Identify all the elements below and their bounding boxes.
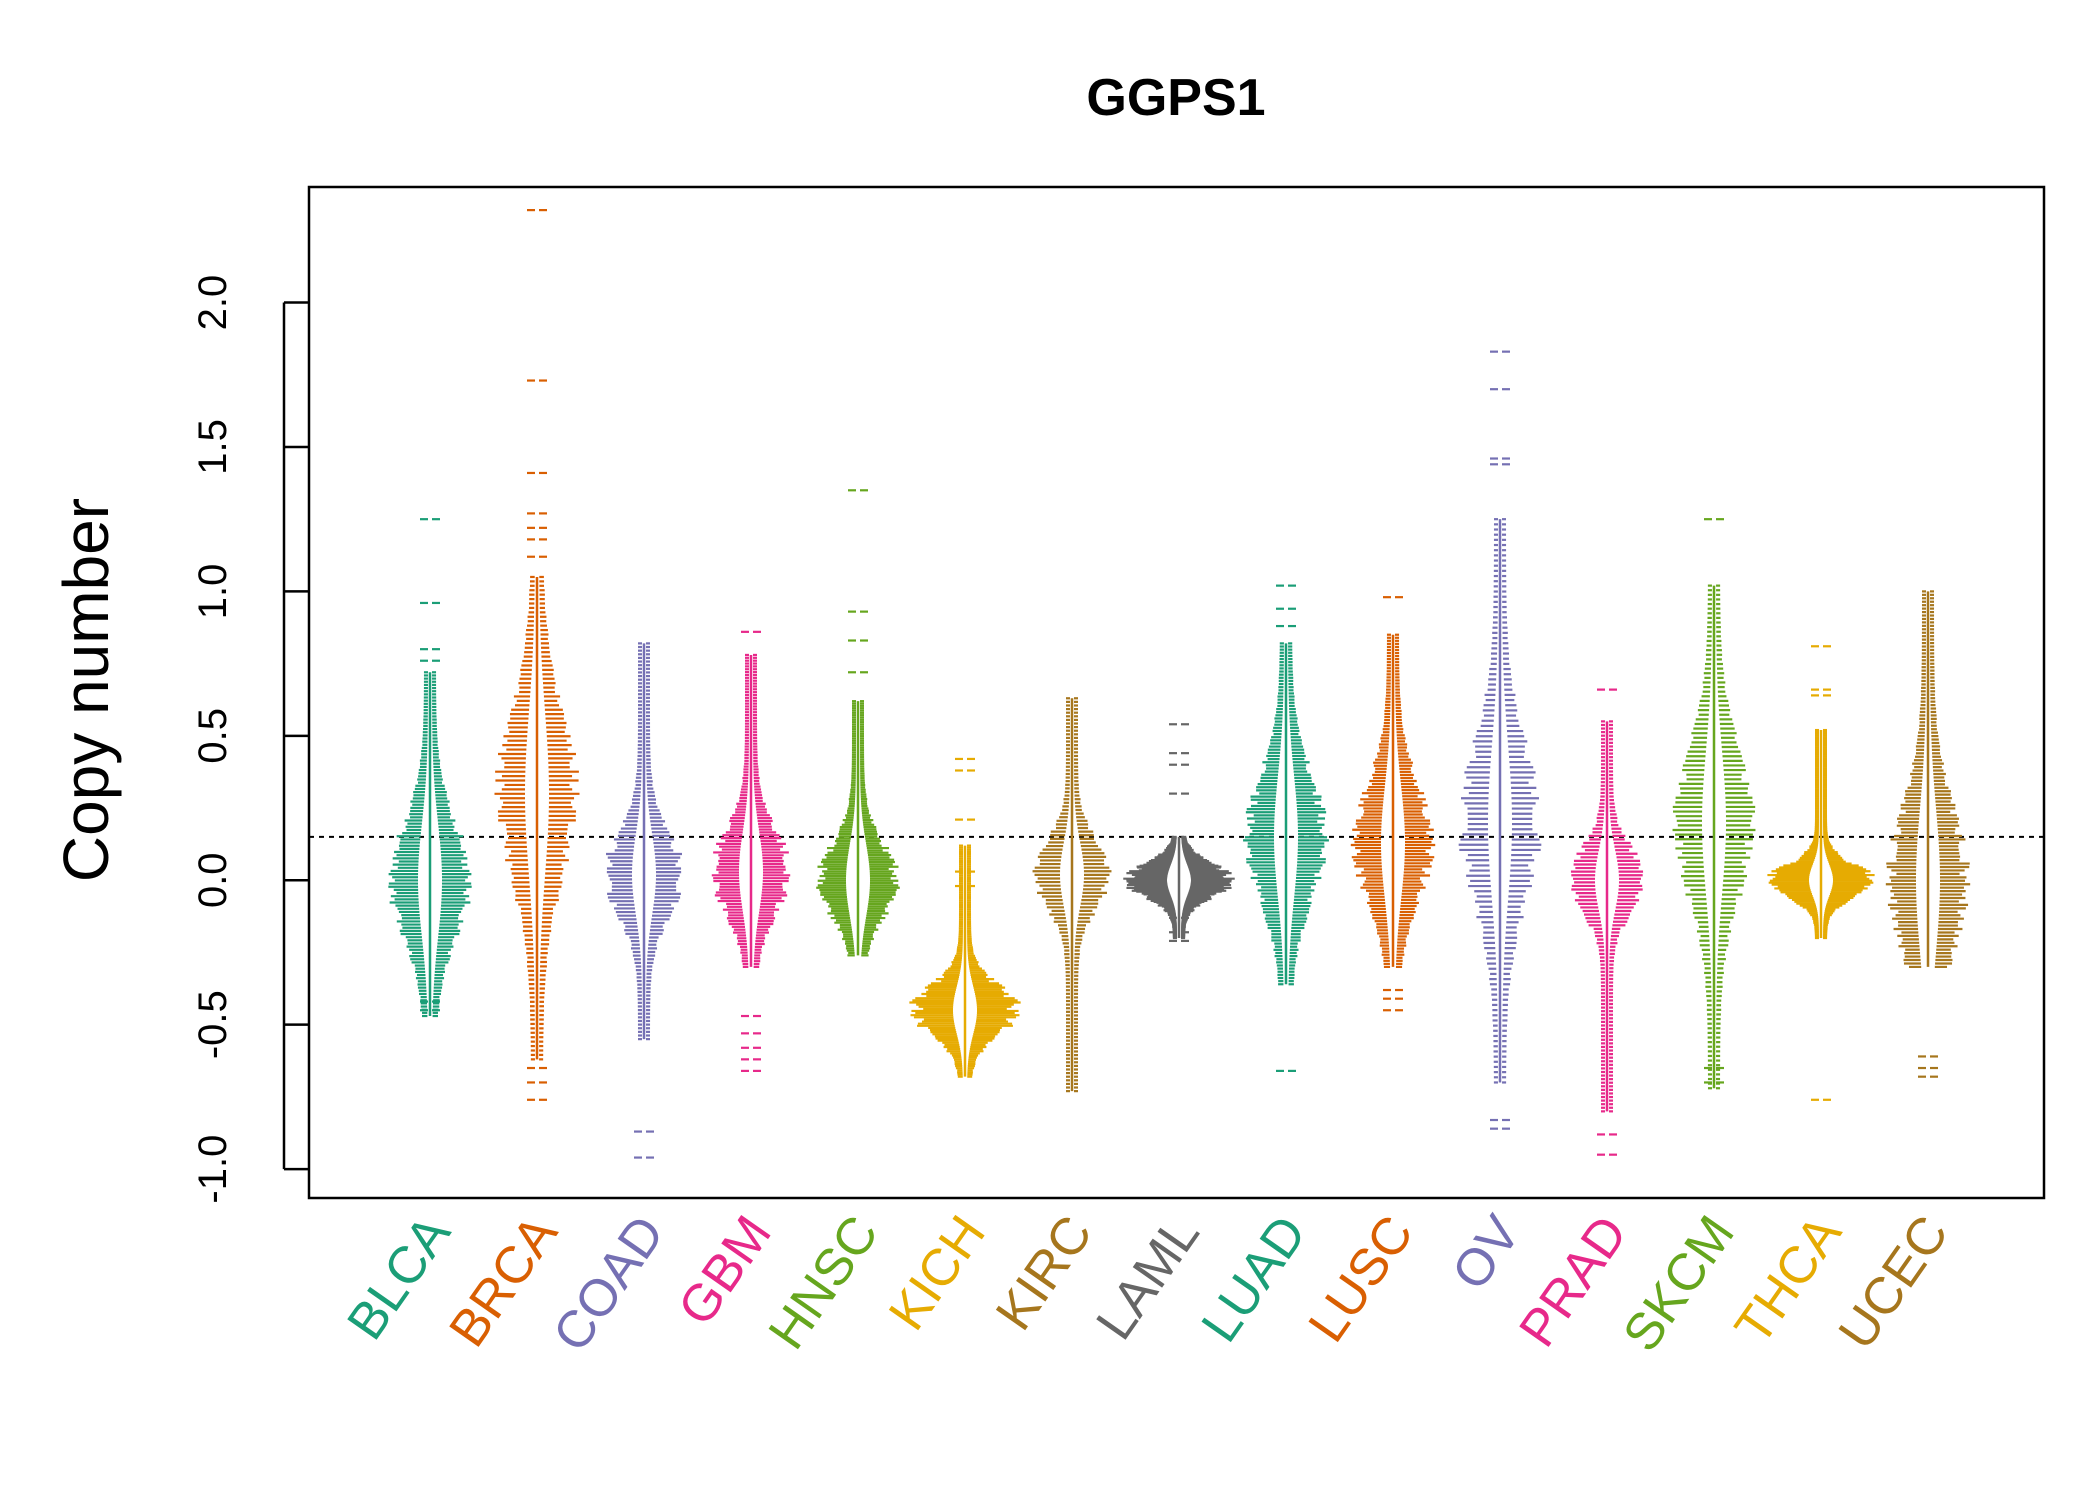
x-tick-label-laml: LAML: [1085, 1206, 1210, 1351]
swarm-gbm: [711, 630, 791, 1073]
x-tick-label-thca: THCA: [1724, 1205, 1853, 1354]
swarm-brca: [494, 209, 580, 1101]
y-tick-label: 0.0: [191, 852, 235, 908]
y-tick-label: 2.0: [191, 275, 235, 331]
swarm-coad: [606, 642, 682, 1159]
y-axis-label: Copy number: [50, 498, 122, 882]
y-tick-label: -0.5: [191, 990, 235, 1059]
swarm-skcm: [1672, 518, 1756, 1090]
swarm-blca: [388, 518, 472, 1018]
x-tick-label-coad: COAD: [542, 1206, 676, 1362]
y-tick-label: -1.0: [191, 1135, 235, 1204]
swarm-ov: [1458, 350, 1542, 1130]
x-tick-label-lusc: LUSC: [1298, 1206, 1425, 1353]
swarm-thca: [1767, 645, 1875, 1101]
swarm-luad: [1243, 584, 1329, 1073]
swarm-kirc: [1032, 697, 1112, 1093]
x-tick-label-kich: KICH: [878, 1206, 997, 1341]
plot-frame: [307, 185, 2046, 1200]
swarm-kich: [909, 757, 1021, 1078]
x-tick-label-kirc: KIRC: [985, 1206, 1104, 1341]
x-tick-label-ov: OV: [1441, 1205, 1532, 1300]
y-tick-label: 0.5: [191, 708, 235, 764]
swarm-laml: [1123, 723, 1235, 943]
x-tick-label-skcm: SKCM: [1612, 1206, 1746, 1362]
chart-title: GGPS1: [1086, 69, 1265, 127]
y-tick-label: 1.0: [191, 564, 235, 620]
x-tick-label-luad: LUAD: [1191, 1206, 1318, 1353]
swarm-ucec: [1885, 590, 1971, 1078]
plot-marks: [309, 209, 2044, 1159]
y-axis: -1.0 -0.5 0.0 0.5 1.0 1.5 2.0: [191, 275, 309, 1204]
x-tick-label-ucec: UCEC: [1828, 1206, 1960, 1360]
x-tick-label-hnsc: HNSC: [758, 1206, 890, 1360]
y-tick-label: 1.5: [191, 419, 235, 475]
swarm-prad: [1570, 688, 1644, 1156]
swarm-hnsc: [816, 489, 900, 957]
swarm-lusc: [1350, 596, 1436, 1012]
